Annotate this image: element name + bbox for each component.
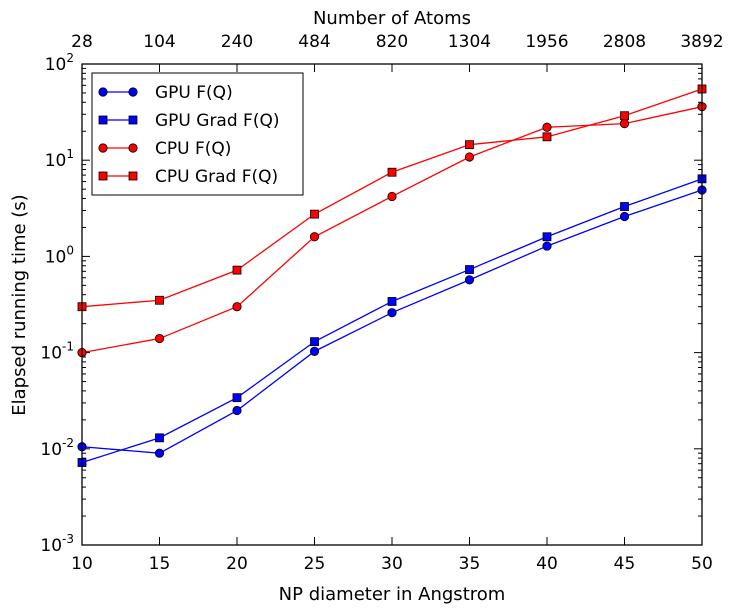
data-point xyxy=(542,232,552,242)
legend-entry: CPU F(Q) xyxy=(98,139,231,159)
x-tick-label: 50 xyxy=(691,554,713,574)
legend: GPU F(Q) GPU Grad F(Q) CPU F(Q) CPU Grad F(… xyxy=(91,72,304,196)
legend-marker xyxy=(128,115,138,125)
data-point xyxy=(387,308,397,318)
data-point xyxy=(542,241,552,251)
x-tick-label: 10 xyxy=(71,554,93,574)
y-tick-base: 10 xyxy=(45,55,67,75)
legend-marker xyxy=(128,87,138,97)
legend-label: GPU F(Q) xyxy=(155,83,233,103)
data-point xyxy=(387,167,397,177)
y-tick-base: 10 xyxy=(40,536,62,556)
data-point xyxy=(232,302,242,312)
y-tick-base: 10 xyxy=(40,440,62,460)
x-tick-label: 40 xyxy=(536,554,558,574)
data-point xyxy=(619,211,630,222)
x2-tick-label: 28 xyxy=(71,32,93,52)
data-point xyxy=(620,111,629,121)
data-point xyxy=(155,433,164,443)
data-point xyxy=(387,297,397,306)
data-point xyxy=(155,295,164,305)
data-point xyxy=(310,337,319,347)
x2-tick-label: 240 xyxy=(221,32,253,52)
plot-frame xyxy=(81,63,703,546)
x2-tick-label: 3892 xyxy=(680,32,723,52)
x-tick-label: 25 xyxy=(304,554,326,574)
y-tick-base: 10 xyxy=(45,247,67,267)
data-point xyxy=(232,265,242,275)
x-tick-label: 30 xyxy=(381,554,403,574)
y-tick-exponent: -2 xyxy=(62,436,74,450)
legend-marker xyxy=(98,143,108,153)
data-point xyxy=(232,393,242,403)
y-tick-label: 102 xyxy=(45,51,74,75)
legend-marker xyxy=(98,115,108,125)
tick-labels: 1028151042024025484308203513044019564528… xyxy=(40,32,723,574)
legend-entry: CPU Grad F(Q) xyxy=(98,167,278,187)
y-tick-label: 101 xyxy=(45,147,74,171)
y-tick-exponent: 2 xyxy=(66,51,74,65)
legend-marker xyxy=(98,171,108,181)
series-2 xyxy=(77,102,707,358)
y-tick-label: 10-3 xyxy=(40,532,74,556)
data-point xyxy=(154,333,165,344)
legend-label: CPU F(Q) xyxy=(155,139,231,159)
x2-tick-label: 2808 xyxy=(603,32,646,52)
x2-tick-label: 104 xyxy=(143,32,175,52)
y-tick-exponent: -1 xyxy=(62,340,74,354)
legend-label: GPU Grad F(Q) xyxy=(155,111,279,131)
y-tick-base: 10 xyxy=(45,151,67,171)
data-point xyxy=(465,265,474,274)
data-point xyxy=(309,232,320,242)
data-point xyxy=(465,140,474,150)
x2-tick-label: 820 xyxy=(376,32,408,52)
data-point xyxy=(310,209,319,219)
data-point xyxy=(309,346,320,356)
y-tick-base: 10 xyxy=(40,344,62,364)
data-point xyxy=(620,202,629,211)
x2-tick-label: 1304 xyxy=(448,32,491,52)
series-0 xyxy=(77,185,707,458)
legend-box xyxy=(91,72,304,196)
legend-marker xyxy=(128,143,138,153)
x-tick-label: 45 xyxy=(614,554,636,574)
x-tick-label: 20 xyxy=(226,554,248,574)
y-tick-label: 100 xyxy=(45,243,74,267)
data-point xyxy=(154,448,165,458)
legend-marker xyxy=(98,87,108,97)
x-tick-label: 15 xyxy=(149,554,171,574)
data-point xyxy=(387,191,397,202)
x-tick-label: 35 xyxy=(459,554,481,574)
data-point xyxy=(542,122,552,132)
legend-marker xyxy=(128,171,138,181)
legend-label: CPU Grad F(Q) xyxy=(155,167,278,187)
x2-axis-title: Number of Atoms xyxy=(313,8,471,29)
data-point xyxy=(464,152,475,162)
y-tick-exponent: 0 xyxy=(66,243,74,257)
data-point xyxy=(232,405,242,416)
legend-entry: GPU F(Q) xyxy=(98,83,233,103)
y-tick-label: 10-2 xyxy=(40,436,74,460)
y-axis-title: Elapsed running time (s) xyxy=(9,194,30,415)
legend-entry: GPU Grad F(Q) xyxy=(98,111,279,131)
data-point xyxy=(464,275,475,285)
y-tick-exponent: 1 xyxy=(66,147,74,161)
y-tick-exponent: -3 xyxy=(62,532,74,546)
x2-tick-label: 1956 xyxy=(525,32,568,52)
data-point xyxy=(542,132,552,142)
x2-tick-label: 484 xyxy=(298,32,330,52)
y-tick-label: 10-1 xyxy=(40,340,74,364)
x-axis-title: NP diameter in Angstrom xyxy=(279,584,506,605)
data-point xyxy=(619,119,630,129)
